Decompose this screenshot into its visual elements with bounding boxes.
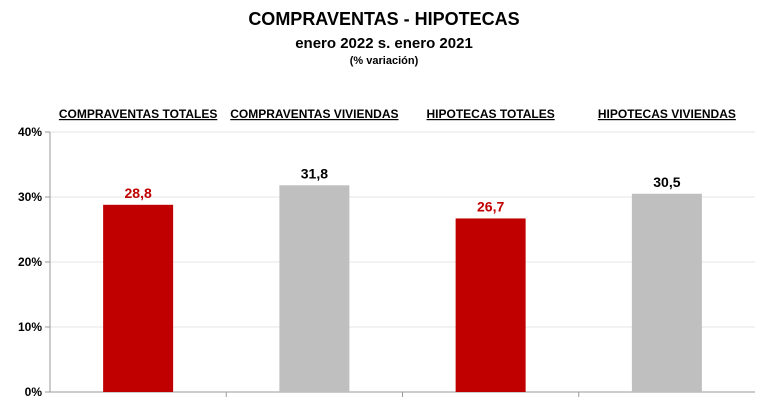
y-tick-label: 10% — [18, 320, 42, 334]
bar — [279, 185, 350, 392]
y-tick-label: 40% — [18, 125, 42, 139]
y-tick-label: 30% — [18, 190, 42, 204]
data-label: 26,7 — [477, 198, 504, 214]
y-tick-label: 0% — [25, 385, 43, 399]
category-label: HIPOTECAS VIVIENDAS — [598, 107, 736, 121]
category-label: HIPOTECAS TOTALES — [427, 107, 555, 121]
category-label: COMPRAVENTAS TOTALES — [59, 107, 217, 121]
data-label: 28,8 — [125, 185, 152, 201]
data-label: 30,5 — [653, 174, 680, 190]
chart-subtitle: enero 2022 s. enero 2021 — [295, 35, 473, 52]
bar — [631, 193, 702, 392]
y-tick-label: 20% — [18, 255, 42, 269]
category-label: COMPRAVENTAS VIVIENDAS — [230, 107, 398, 121]
bar — [455, 218, 526, 392]
chart-note: (% variación) — [349, 55, 419, 67]
chart-title: COMPRAVENTAS - HIPOTECAS — [248, 9, 520, 29]
data-label: 31,8 — [301, 165, 328, 181]
bar — [103, 204, 174, 392]
